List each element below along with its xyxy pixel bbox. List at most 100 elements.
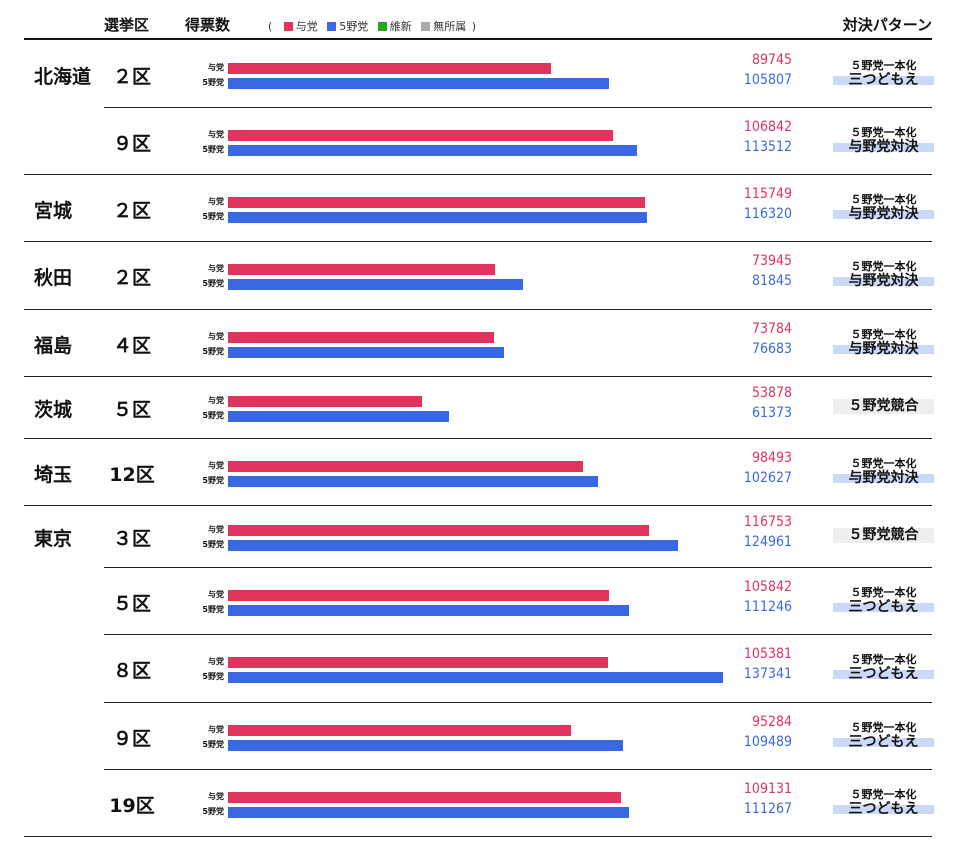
bar-opposition <box>228 211 648 223</box>
pattern-main-text: 三つどもえ <box>833 734 934 750</box>
header-votes: 得票数 <box>185 16 231 34</box>
value-opposition: 102627 <box>743 469 792 486</box>
pattern-main-text: 三つどもえ <box>833 801 934 817</box>
bar-ruling <box>228 196 646 208</box>
row-separator <box>104 567 932 568</box>
bar-label-opposition: 5野党 <box>202 279 224 288</box>
bar-label-ruling: 与党 <box>208 724 224 734</box>
bar-label-ruling: 与党 <box>208 331 224 341</box>
bar-label-ruling: 与党 <box>208 791 224 801</box>
row-separator <box>24 241 932 242</box>
value-opposition: 113512 <box>743 138 792 155</box>
district-label: ９区 <box>112 132 151 155</box>
value-ruling: 109131 <box>743 780 792 797</box>
pattern-top-text: ５野党一本化 <box>850 125 917 139</box>
pattern-main-text: ５野党競合 <box>833 399 934 414</box>
bar-opposition <box>228 672 723 683</box>
legend-swatch-ruling <box>283 22 293 31</box>
bar-label-ruling: 与党 <box>208 264 224 273</box>
pattern-top-text: ５野党一本化 <box>850 653 917 666</box>
value-opposition: 111267 <box>743 800 792 817</box>
pattern-top-text: ５野党一本化 <box>850 456 917 470</box>
value-ruling: 98493 <box>751 449 792 466</box>
value-ruling: 105842 <box>743 578 792 595</box>
row-separator <box>24 174 932 175</box>
bar-label-ruling: 与党 <box>208 196 224 206</box>
legend-label-ruling: 与党 <box>295 20 318 33</box>
bar-label-ruling: 与党 <box>208 657 224 666</box>
bar-label-ruling: 与党 <box>208 525 224 534</box>
pattern-badge: ５野党競合 <box>833 528 934 543</box>
bar-opposition <box>228 346 505 358</box>
district-label: 19区 <box>109 794 155 817</box>
row-separator <box>104 702 932 703</box>
pattern-badge: ５野党一本化 三つどもえ <box>833 788 934 817</box>
bar-opposition <box>228 806 630 818</box>
pattern-badge: ５野党一本化 三つどもえ <box>833 586 934 615</box>
bar-ruling <box>228 525 649 536</box>
header-district: 選挙区 <box>104 16 150 34</box>
pattern-badge: ５野党一本化 与野党対決 <box>833 193 934 222</box>
bar-label-opposition: 5野党 <box>202 806 224 816</box>
district-label: 12区 <box>109 463 155 486</box>
pattern-badge: ５野党一本化 与野党対決 <box>833 328 934 357</box>
pattern-main-text: 三つどもえ <box>833 599 934 615</box>
bar-label-opposition: 5野党 <box>202 739 224 749</box>
pattern-badge: ５野党一本化 与野党対決 <box>833 126 934 155</box>
pattern-top-text: ５野党一本化 <box>850 585 917 599</box>
bar-ruling <box>228 331 494 343</box>
legend-swatch-opposition <box>327 22 337 31</box>
pattern-main-text: 与野党対決 <box>833 139 934 155</box>
prefecture-label: 北海道 <box>34 65 92 88</box>
bar-opposition <box>228 144 638 156</box>
bar-label-ruling: 与党 <box>208 62 224 72</box>
value-ruling: 116753 <box>743 514 792 530</box>
bar-label-opposition: 5野党 <box>202 604 224 614</box>
value-ruling: 89745 <box>751 51 792 68</box>
header-pattern: 対決パターン <box>842 16 932 34</box>
bar-ruling <box>228 460 583 472</box>
value-opposition: 109489 <box>743 733 792 750</box>
pattern-top-text: ５野党一本化 <box>850 192 917 206</box>
bar-label-opposition: 5野党 <box>202 211 224 221</box>
district-label: ５区 <box>112 592 151 615</box>
bar-ruling <box>228 264 495 275</box>
row-separator <box>24 836 932 837</box>
pattern-main-text: 与野党対決 <box>833 274 934 289</box>
value-opposition: 124961 <box>743 534 792 550</box>
bar-opposition <box>228 279 523 290</box>
bar-ruling <box>228 129 614 141</box>
pattern-badge: ５野党一本化 三つどもえ <box>833 653 934 682</box>
bar-opposition <box>228 411 450 422</box>
district-label: ２区 <box>112 267 151 289</box>
value-opposition: 116320 <box>743 205 792 222</box>
pattern-main-text: 与野党対決 <box>833 470 934 486</box>
bar-label-ruling: 与党 <box>208 589 224 599</box>
pattern-main-text: 与野党対決 <box>833 206 934 222</box>
pattern-badge: ５野党一本化 与野党対決 <box>833 260 934 289</box>
value-opposition: 137341 <box>743 666 792 682</box>
district-label: ２区 <box>112 199 151 222</box>
row-separator <box>104 634 932 635</box>
bar-label-opposition: 5野党 <box>202 77 224 87</box>
legend: ( 与党 5野党 維新 無所属 ) <box>266 18 478 34</box>
header-rule <box>24 38 932 40</box>
pattern-top-text: ５野党一本化 <box>850 327 917 341</box>
bar-label-opposition: 5野党 <box>202 540 224 549</box>
value-opposition: 76683 <box>751 340 792 357</box>
pattern-main-text: ５野党競合 <box>833 528 934 543</box>
bar-ruling <box>228 396 423 407</box>
pattern-top-text: ５野党一本化 <box>850 260 917 273</box>
district-label: ９区 <box>112 727 151 750</box>
pattern-top-text: ５野党一本化 <box>850 720 917 734</box>
bar-ruling <box>228 62 552 74</box>
bar-opposition <box>228 77 610 89</box>
legend-close: ) <box>471 20 477 33</box>
bar-label-opposition: 5野党 <box>202 672 224 681</box>
pattern-badge: ５野党競合 <box>833 399 934 414</box>
value-opposition: 105807 <box>743 71 792 88</box>
district-label: ３区 <box>112 528 151 550</box>
prefecture-label: 宮城 <box>34 199 73 222</box>
pattern-main-text: 三つどもえ <box>833 667 934 682</box>
row-separator <box>24 505 932 506</box>
